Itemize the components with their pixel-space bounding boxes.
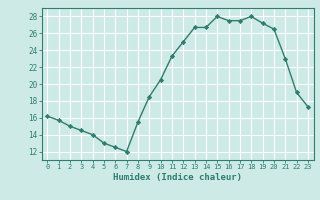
X-axis label: Humidex (Indice chaleur): Humidex (Indice chaleur) bbox=[113, 173, 242, 182]
